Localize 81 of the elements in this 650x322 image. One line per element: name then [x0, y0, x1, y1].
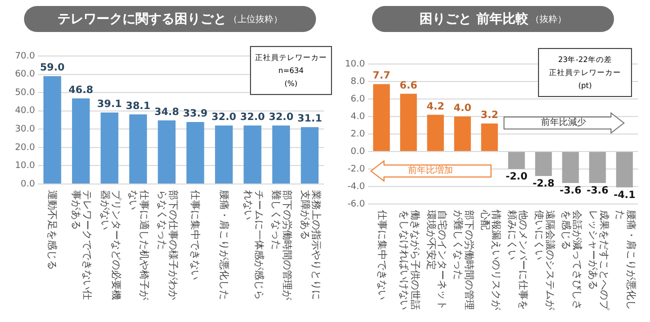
y-tick-label: 30.0 [14, 124, 36, 134]
bar [427, 114, 444, 151]
data-label: 3.2 [480, 110, 498, 122]
data-label: 39.1 [97, 99, 122, 110]
chart-subtitle: （抜粋） [530, 14, 566, 26]
bar [129, 114, 147, 184]
x-tick-label: 腰痛・肩こりが悪化した [218, 190, 230, 300]
data-label: -4.1 [614, 190, 636, 201]
x-tick-label: 仕事に集中できない [376, 210, 387, 300]
y-tick-label: 8.0 [350, 76, 366, 87]
data-label: 7.7 [372, 70, 390, 82]
bar [454, 116, 471, 151]
y-tick-label: -2.0 [347, 164, 366, 174]
data-label: 59.0 [40, 62, 65, 74]
y-tick-label: 20.0 [14, 142, 36, 153]
y-tick-label: 0.0 [20, 179, 36, 190]
y-tick-label: 10.0 [14, 161, 36, 172]
x-tick-label: チームに一体感が感じられない [242, 190, 264, 302]
y-tick-label: 60.0 [14, 70, 36, 80]
data-label: 4.0 [454, 103, 472, 114]
bar [272, 125, 290, 184]
bar [72, 98, 90, 184]
x-tick-label: 腰痛・肩こりが悪化した [614, 210, 636, 312]
bar [535, 152, 552, 176]
y-tick-label: 2.0 [350, 129, 366, 140]
bar [244, 125, 262, 184]
y-tick-label: 4.0 [350, 112, 366, 122]
x-tick-label: 運動不足を感じる [46, 190, 58, 270]
x-tick-label: テレワークでできない仕事がある [70, 190, 92, 302]
data-label: 46.8 [68, 85, 94, 96]
data-label: -2.8 [532, 178, 554, 190]
x-tick-label: 他のメンバーに仕事を頼みにくい [506, 210, 528, 312]
data-label: -3.6 [586, 186, 608, 197]
data-label: -2.0 [506, 172, 528, 183]
data-label: 33.9 [182, 108, 208, 120]
bar [158, 120, 176, 184]
x-tick-label: 成果をだすことへのプレッシャーがある [586, 210, 608, 312]
data-label: 32.0 [212, 112, 236, 124]
x-tick-label: 仕事に適した机や椅子がない [127, 190, 150, 302]
x-tick-label: 部下の仕事の様子がわからなくなった [156, 190, 178, 302]
x-tick-label: 業務上の指示やりとりに支障がある [298, 190, 321, 302]
chart-subtitle: （上位抜粋） [228, 14, 282, 26]
x-tick-label: 遠隔会議のシステムが使いにくい [532, 210, 554, 312]
x-tick-label: 働きながら子供の世話をしなければいけない [398, 210, 420, 312]
bar [186, 122, 204, 184]
x-tick-label: 自宅のインターネット環境が不安定 [424, 210, 446, 312]
y-tick-label: 0.0 [350, 146, 366, 157]
x-tick-label: 部下の労働時間の管理が難しくなった [270, 190, 292, 302]
x-tick-label: 部下の労働時間の管理が難しくなった [452, 210, 474, 312]
x-tick-label: 情報漏えいのリスクが心配 [478, 210, 500, 312]
x-tick-label: プリンターなどの必要機器がない [98, 190, 120, 302]
y-tick-label: -4.0 [347, 182, 366, 192]
y-tick-label: 10.0 [344, 59, 366, 70]
bar [481, 124, 498, 151]
bar [562, 152, 579, 183]
y-tick-label: -6.0 [347, 199, 366, 210]
bar [508, 152, 525, 169]
y-tick-label: 40.0 [14, 106, 36, 116]
x-tick-label: 会話が減ってさびしさを感じる [560, 210, 582, 312]
data-label: 31.1 [297, 114, 322, 125]
data-label: 6.6 [400, 80, 418, 92]
y-tick-label: 50.0 [14, 88, 36, 98]
x-tick-label: 仕事に集中できない [190, 190, 201, 280]
bar [43, 76, 62, 184]
data-label: 38.1 [126, 100, 150, 112]
chart-title: 困りごと 前年比較 [420, 11, 528, 28]
data-label: 4.2 [426, 101, 444, 112]
data-label: -3.6 [560, 186, 582, 197]
data-label: 32.0 [240, 112, 265, 124]
bar [215, 125, 233, 184]
y-tick-label: 6.0 [350, 94, 366, 104]
bar [300, 127, 319, 184]
bar [373, 84, 390, 151]
chart-title: テレワークに関する困りごと [58, 11, 226, 28]
bar [616, 152, 633, 188]
bar [589, 152, 606, 183]
y-tick-label: 70.0 [14, 51, 36, 62]
bar [400, 94, 417, 151]
bar [100, 112, 118, 184]
data-label: 32.0 [268, 112, 294, 124]
data-label: 34.8 [154, 106, 180, 118]
